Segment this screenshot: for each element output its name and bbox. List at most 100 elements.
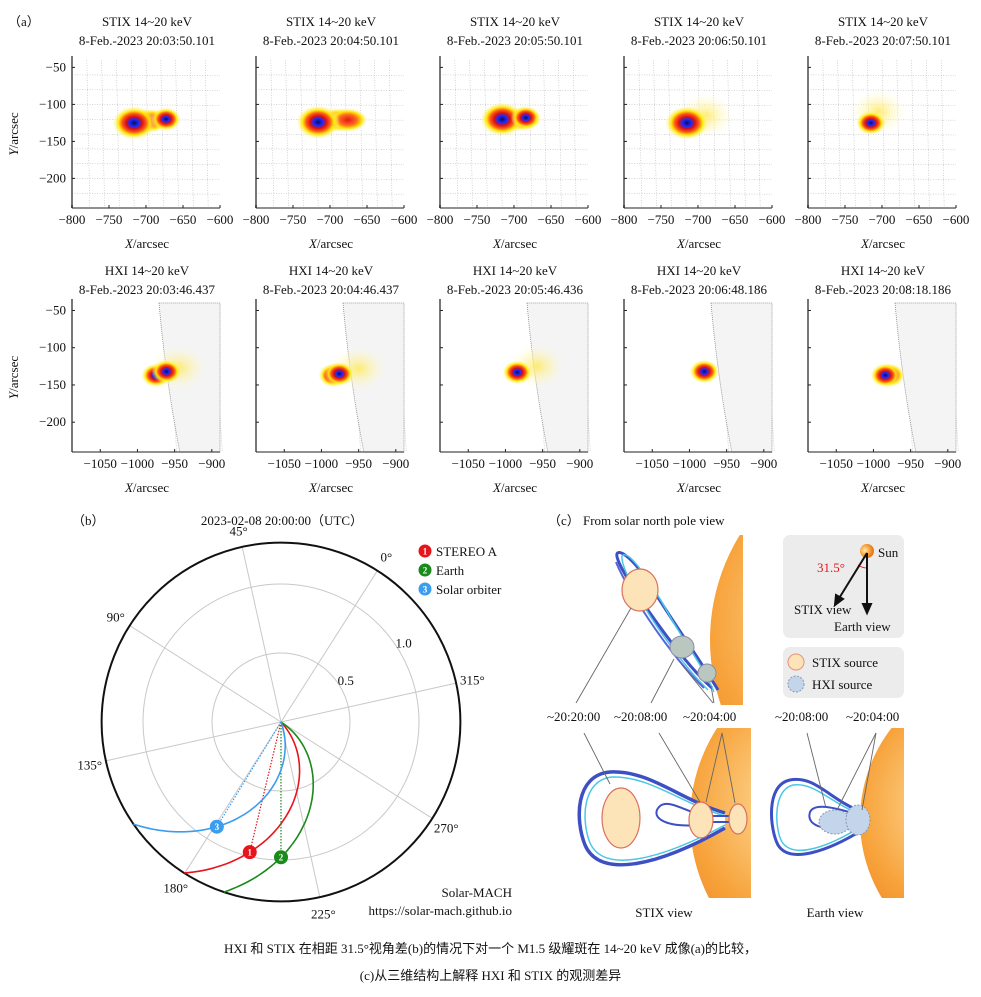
time-label: ~20:20:00 (547, 709, 600, 724)
y-tick-label: −50 (46, 59, 66, 74)
hxi-source-ellipse (669, 635, 695, 659)
angle-tick-label: 90° (107, 610, 125, 625)
x-tick-label: −800 (59, 212, 86, 227)
legend-marker (418, 544, 432, 558)
x-tick-label: −700 (869, 212, 896, 227)
x-tick-label: −950 (713, 456, 740, 471)
frame-time: 8-Feb.-2023 20:03:46.437 (79, 282, 216, 297)
stix-frame: STIX 14~20 keV 8-Feb.-2023 20:06:50.101 −8… (611, 14, 786, 251)
x-tick-label: −800 (427, 212, 454, 227)
y-tick-label: −200 (39, 170, 66, 185)
panel-b-label: （b） (72, 513, 105, 528)
time-label: ~20:04:00 (683, 709, 736, 724)
x-tick-label: −1050 (820, 456, 853, 471)
stix-frame: STIX 14~20 keV 8-Feb.-2023 20:04:50.101 −8… (243, 14, 418, 251)
angle-grid-line (280, 682, 457, 723)
x-tick-label: −600 (391, 212, 418, 227)
panel-c-title: From solar north pole view (583, 513, 725, 528)
frame-time: 8-Feb.-2023 20:06:50.101 (631, 33, 767, 48)
heliographic-grid (623, 59, 773, 209)
polar-legend: 1 STEREO A 2 Earth 3 Solar orbiter (418, 544, 502, 597)
xray-source (689, 359, 720, 384)
time-label: ~20:04:00 (846, 709, 899, 724)
panel-a-label: （a） (8, 14, 40, 29)
body-marker-circle (274, 850, 288, 865)
parker-spiral-line (133, 721, 286, 833)
stix-view-label: STIX view (635, 905, 693, 920)
x-axis-label: X/arcsec (492, 480, 537, 495)
heliographic-grid (439, 59, 589, 209)
x-tick-label: −750 (96, 212, 123, 227)
angle-label: 31.5° (817, 560, 845, 575)
polar-outer-circle (100, 541, 462, 903)
radial-tick-label: 0.5 (338, 673, 354, 688)
x-tick-label: −750 (464, 212, 491, 227)
angle-tick-label: 225° (311, 906, 336, 921)
legend-label: Solar orbiter (436, 582, 502, 597)
sun-label: Sun (878, 545, 899, 560)
body-marker: 2 (274, 850, 288, 865)
sun-limb (860, 728, 904, 898)
x-axis-label: X/arcsec (676, 480, 721, 495)
x-tick-label: −1000 (305, 456, 338, 471)
legend-label: Earth (436, 563, 465, 578)
x-tick-label: −650 (170, 212, 197, 227)
leader-lines-earth-view (806, 732, 877, 811)
x-tick-label: −650 (538, 212, 565, 227)
heliographic-grid (71, 59, 221, 209)
angle-tick-label: 45° (229, 524, 247, 539)
panel-c-3d-illustration: （c） From solar north pole view Sun (547, 513, 904, 920)
hxi-frame: HXI 14~20 keV 8-Feb.-2023 20:03:46.437 −10… (6, 263, 225, 495)
angle-grid-line (129, 625, 282, 723)
frame-time: 8-Feb.-2023 20:06:48.186 (631, 282, 768, 297)
y-tick-label: −200 (39, 414, 66, 429)
x-tick-label: −1050 (268, 456, 301, 471)
x-axis-label: X/arcsec (492, 236, 537, 251)
hxi-source-legend-icon (787, 675, 805, 693)
x-tick-label: −650 (722, 212, 749, 227)
x-tick-label: −750 (648, 212, 675, 227)
legend-item: 2 Earth (418, 563, 465, 578)
hxi-frame: HXI 14~20 keV 8-Feb.-2023 20:04:46.437 −10… (255, 263, 409, 495)
xray-source (151, 359, 182, 384)
legend-marker-number: 2 (423, 566, 428, 576)
angle-grid-line (280, 721, 433, 819)
x-tick-label: −600 (575, 212, 602, 227)
frame-title: HXI 14~20 keV (473, 263, 558, 278)
xray-source (480, 102, 525, 137)
x-axis-label: X/arcsec (124, 480, 169, 495)
figure-caption-line-1: HXI 和 STIX 在相距 31.5°视角差(b)的情况下对一个 M1.5 级… (223, 941, 758, 956)
frame-time: 8-Feb.-2023 20:04:46.437 (263, 282, 400, 297)
x-axis-label: X/arcsec (124, 236, 169, 251)
stix-view-image (577, 728, 751, 898)
legend-label: STEREO A (436, 544, 498, 559)
frame-title: HXI 14~20 keV (841, 263, 926, 278)
y-tick-label: −150 (39, 133, 66, 148)
figure: （a） STIX 14~20 keV 8-Feb.-2023 20:03:50.1… (6, 14, 969, 921)
x-tick-label: −900 (566, 456, 593, 471)
sun-body-line (249, 721, 282, 853)
stix-source-ellipse (688, 801, 714, 839)
frame-title: STIX 14~20 keV (286, 14, 377, 29)
x-tick-label: −1000 (489, 456, 522, 471)
x-tick-label: −900 (750, 456, 777, 471)
frame-title: STIX 14~20 keV (102, 14, 193, 29)
stix-view-arrow-label: STIX view (794, 602, 852, 617)
time-label: ~20:08:00 (775, 709, 828, 724)
stix-image-row: STIX 14~20 keV 8-Feb.-2023 20:03:50.101 −8… (6, 14, 969, 251)
stix-source-ellipse (728, 803, 748, 835)
hxi-source-ellipse (845, 804, 871, 836)
y-tick-label: −100 (39, 340, 66, 355)
frame-time: 8-Feb.-2023 20:05:46.436 (447, 282, 584, 297)
x-tick-label: −800 (243, 212, 270, 227)
x-axis-label: X/arcsec (860, 480, 905, 495)
x-tick-label: −1050 (636, 456, 669, 471)
legend-item: 1 STEREO A (418, 544, 498, 559)
xray-source (324, 361, 355, 386)
panel-c-label: （c） (548, 513, 580, 528)
source-legend-box (783, 647, 904, 698)
stix-frame: STIX 14~20 keV 8-Feb.-2023 20:05:50.101 −8… (427, 14, 602, 251)
x-tick-label: −600 (207, 212, 234, 227)
body-marker-circle (209, 819, 224, 834)
legend-marker-number: 3 (423, 585, 428, 595)
